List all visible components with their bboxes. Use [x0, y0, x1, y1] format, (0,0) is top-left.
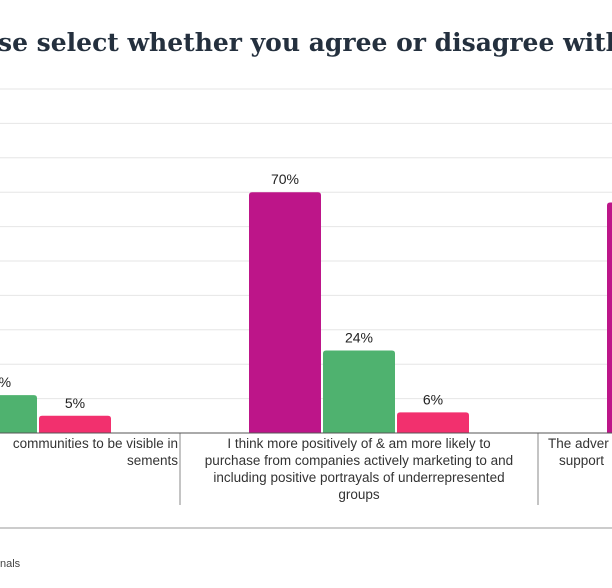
category-label: I think more positively of & am more lik… — [227, 436, 490, 451]
chart-title: se select whether you agree or disagree … — [0, 28, 612, 57]
bar — [607, 202, 612, 433]
category-label: communities to be visible in — [13, 436, 178, 451]
bar — [0, 395, 37, 433]
bar — [249, 192, 321, 433]
data-label: 70% — [271, 171, 299, 187]
data-label: 5% — [65, 395, 85, 411]
bar — [323, 350, 395, 433]
category-label: support — [559, 453, 604, 468]
category-label: sements — [127, 453, 178, 468]
bar — [397, 412, 469, 433]
data-label: 24% — [345, 329, 373, 345]
category-label: including positive portrayals of underre… — [213, 470, 504, 485]
category-label: The adver — [548, 436, 609, 451]
data-label: 1% — [0, 374, 11, 390]
category-label: purchase from companies actively marketi… — [205, 453, 513, 468]
category-label: groups — [338, 487, 380, 502]
bar — [39, 415, 111, 433]
data-label: 6% — [423, 391, 443, 407]
source-note: nals — [0, 558, 21, 570]
